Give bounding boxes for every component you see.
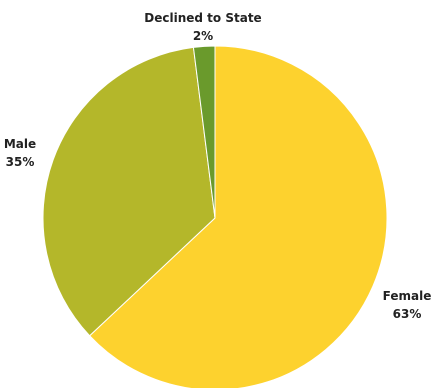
slice-name-female: Female — [383, 289, 432, 303]
slice-percent-declined: 2% — [193, 29, 213, 43]
pie-slice-male — [42, 46, 216, 337]
slice-name-male: Male — [4, 137, 36, 151]
pie-slices — [42, 45, 388, 391]
slice-percent-male: 35% — [6, 155, 35, 169]
slice-label-female: Female — [383, 289, 432, 303]
slice-value-male: 35% — [6, 155, 35, 169]
slice-value-declined: 2% — [193, 29, 213, 43]
pie-slice-declined-to-state — [192, 45, 216, 219]
slice-percent-female: 63% — [393, 307, 422, 321]
slice-value-female: 63% — [393, 307, 422, 321]
pie-slice-female — [88, 45, 388, 391]
slice-label-declined: Declined to State — [144, 11, 261, 25]
slice-label-male: Male — [4, 137, 36, 151]
slice-name-declined: Declined to State — [144, 11, 261, 25]
